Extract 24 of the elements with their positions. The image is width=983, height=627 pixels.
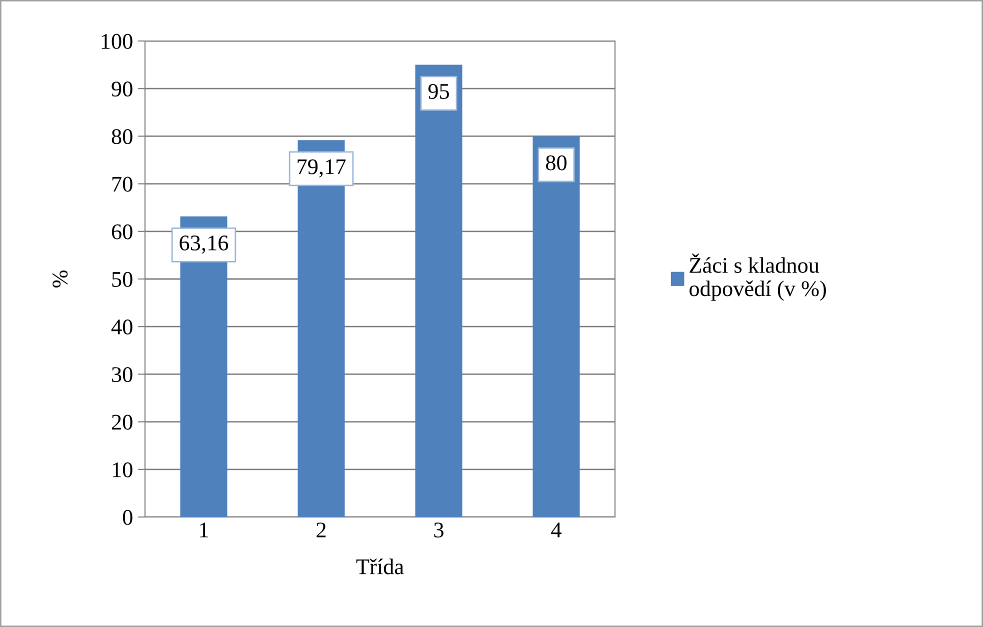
y-tick-label: 10 [112,462,132,478]
y-tick-label: 70 [112,176,132,192]
y-axis-title: % [52,270,68,288]
data-label: 95 [428,84,449,99]
y-tick-label: 30 [112,367,132,382]
x-tick-label: 1 [200,522,208,538]
y-tick-label: 60 [112,224,132,240]
data-label: 63,16 [180,236,228,254]
y-tick-label: 0 [122,510,132,525]
x-tick-label: 3 [434,522,444,538]
x-axis-title: Třída [356,558,404,574]
data-label: 80 [546,155,567,170]
legend-label: Žáci s kladnou odpovědí (v %) [690,254,826,301]
bar [532,136,580,517]
y-tick-label: 40 [111,320,132,335]
y-tick-label: 90 [112,82,132,97]
y-tick-label: 100 [102,34,132,49]
y-tick-label: 50 [112,272,132,287]
y-tick-label: 20 [112,414,132,430]
data-label: 79,17 [298,159,346,178]
x-tick-label: 2 [316,522,326,538]
y-tick-label: 80 [112,129,132,144]
x-tick-label: 4 [551,522,562,538]
bar [415,64,462,517]
